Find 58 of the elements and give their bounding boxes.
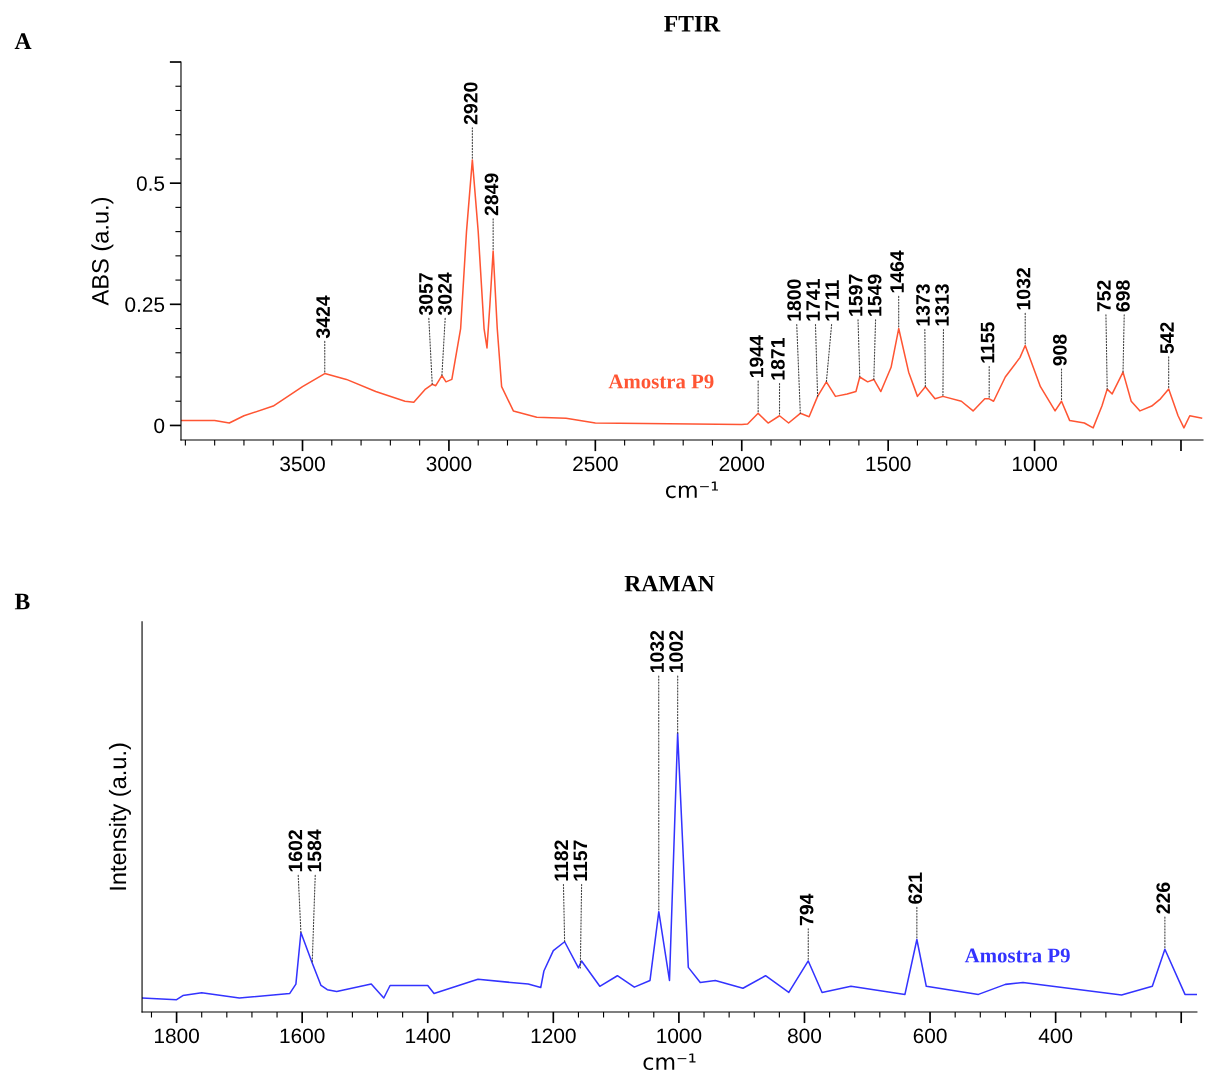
series-label: Amostra P9 bbox=[608, 374, 714, 389]
annotation: 908 bbox=[1052, 334, 1067, 366]
annotation: 1602 bbox=[288, 830, 303, 872]
x-axis-title: cm⁻¹ bbox=[665, 481, 719, 499]
annotation: 1944 bbox=[749, 335, 764, 378]
annotation: 698 bbox=[1116, 280, 1130, 312]
y-tick-label: 0.25 bbox=[125, 297, 165, 313]
annotation: 2920 bbox=[463, 82, 478, 125]
y-axis-title: Intensity (a.u.) bbox=[108, 743, 131, 890]
annotation: 2849 bbox=[484, 173, 499, 216]
x-tick-label: 400 bbox=[1038, 1028, 1073, 1044]
annotation: 1800 bbox=[787, 279, 801, 321]
x-tick-label: 1200 bbox=[531, 1028, 576, 1044]
x-tick-label: 3500 bbox=[280, 456, 325, 472]
annotation: 3057 bbox=[419, 273, 433, 316]
annotation: 1002 bbox=[669, 630, 683, 673]
x-tick-label: 600 bbox=[913, 1028, 947, 1044]
x-tick-label: 1500 bbox=[866, 456, 911, 472]
annotation: 1157 bbox=[573, 840, 588, 881]
annotation: 1182 bbox=[554, 840, 569, 881]
annotation: 3024 bbox=[438, 272, 452, 316]
annotation: 1871 bbox=[770, 338, 785, 380]
annotation: 1711 bbox=[825, 280, 839, 321]
series-label: Amostra P9 bbox=[964, 948, 1070, 963]
x-tick-label: 2000 bbox=[719, 456, 765, 472]
chart-title: RAMAN bbox=[624, 575, 715, 592]
text: A bbox=[14, 33, 32, 49]
x-tick-label: 1800 bbox=[155, 1028, 199, 1044]
x-tick-label: 1000 bbox=[657, 1028, 702, 1044]
annotation: 3424 bbox=[316, 295, 331, 339]
annotation: 1741 bbox=[806, 279, 820, 321]
annotation: 1373 bbox=[916, 284, 930, 326]
x-tick-label: 1600 bbox=[280, 1028, 325, 1044]
line-series bbox=[180, 159, 1203, 429]
x-axis-title: cm⁻¹ bbox=[643, 1053, 696, 1071]
annotation: 621 bbox=[908, 872, 923, 904]
annotation: 794 bbox=[799, 893, 814, 926]
x-tick-label: 800 bbox=[788, 1028, 822, 1044]
x-tick-label: 1000 bbox=[1013, 456, 1057, 472]
x-tick-label: 1400 bbox=[406, 1028, 451, 1044]
annotation: 1549 bbox=[867, 274, 882, 316]
annotation: 1464 bbox=[890, 250, 904, 293]
annotation: 542 bbox=[1160, 322, 1174, 354]
annotation: 1155 bbox=[980, 322, 995, 363]
text: B bbox=[14, 593, 30, 610]
y-tick-label: 0 bbox=[154, 418, 165, 434]
annotation: 1032 bbox=[650, 630, 664, 673]
x-tick-label: 2500 bbox=[573, 456, 618, 472]
annotation: 1032 bbox=[1016, 268, 1031, 310]
annotation: 1597 bbox=[848, 274, 863, 316]
annotation: 226 bbox=[1156, 882, 1171, 914]
annotation: 1313 bbox=[935, 284, 949, 326]
y-tick-label: 0.5 bbox=[136, 176, 165, 191]
y-axis-title: ABS (a.u.) bbox=[91, 198, 114, 306]
annotation: 1584 bbox=[307, 829, 322, 872]
chart-title: FTIR bbox=[664, 16, 721, 32]
x-tick-label: 3000 bbox=[426, 456, 472, 472]
annotation: 752 bbox=[1097, 280, 1111, 312]
